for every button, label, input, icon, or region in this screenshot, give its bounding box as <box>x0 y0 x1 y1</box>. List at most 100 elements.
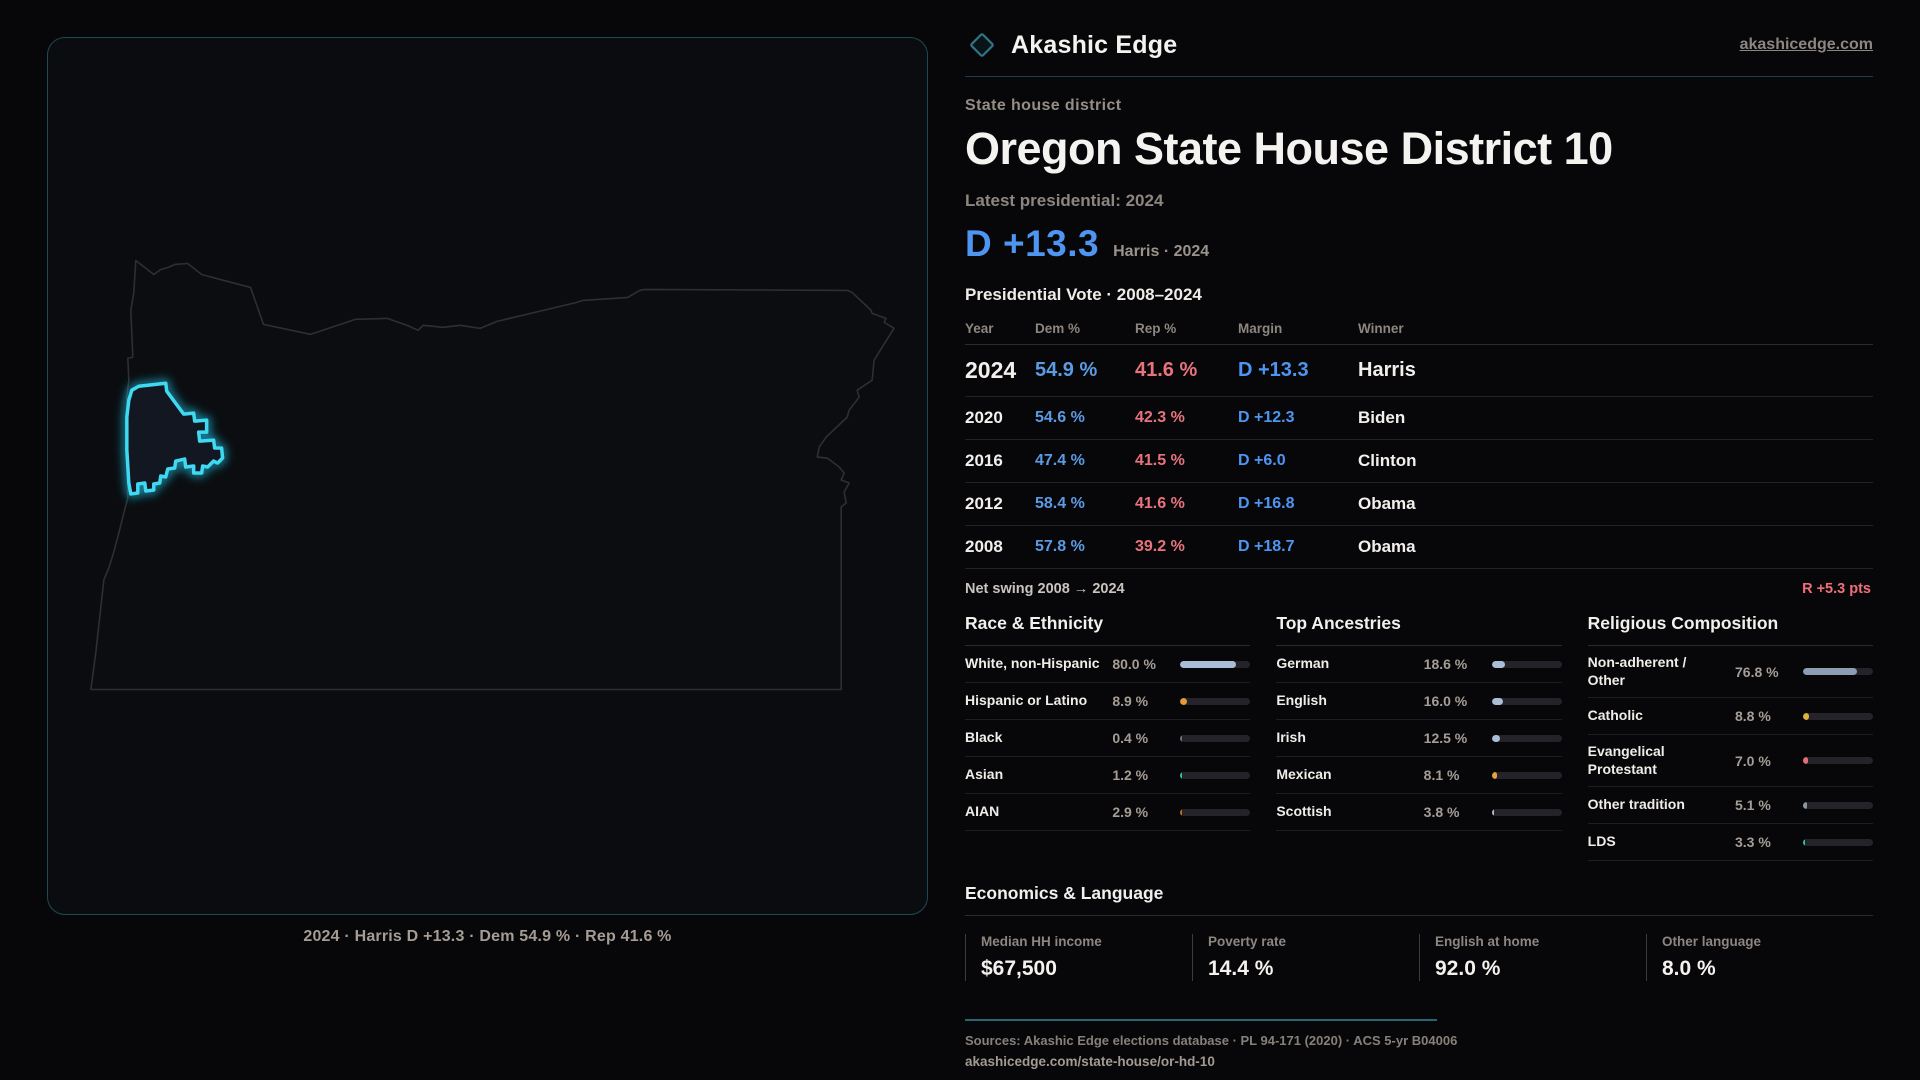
demo-label: Hispanic or Latino <box>965 692 1088 709</box>
cell-dem: 58.4 % <box>1035 495 1085 512</box>
district-10-shape[interactable] <box>125 381 225 496</box>
demo-bar <box>1803 801 1873 809</box>
stat-tile: Other language 8.0 % <box>1646 934 1873 981</box>
demographics-section: Race & Ethnicity White, non-Hispanic 80.… <box>965 613 1873 861</box>
demo-label: AIAN <box>965 803 1000 820</box>
stat-value: 8.0 % <box>1662 957 1716 980</box>
stat-label: English at home <box>1435 934 1540 949</box>
demo-bar <box>1180 808 1251 816</box>
header: Akashic Edge akashicedge.com <box>965 28 1873 77</box>
oregon-state-outline <box>90 259 895 691</box>
footer: Sources: Akashic Edge elections database… <box>965 1019 1873 1071</box>
net-swing-value: R +5.3 pts <box>1802 581 1871 597</box>
list-item: Evangelical Protestant 7.0 % <box>1587 735 1873 787</box>
cell-winner: Obama <box>1358 494 1416 513</box>
election-table-header: Year Dem % Rep % Margin Winner <box>965 315 1873 345</box>
election-table-title: Presidential Vote · 2008–2024 <box>965 285 1202 304</box>
map-caption: 2024 · Harris D +13.3 · Dem 54.9 % · Rep… <box>303 928 672 945</box>
demo-bar <box>1803 838 1873 846</box>
demo-bar <box>1803 668 1873 675</box>
demo-bar <box>1803 757 1873 764</box>
list-item: Hispanic or Latino 8.9 % <box>965 683 1251 720</box>
table-row: 2016 47.4 % 41.5 % D +6.0 Clinton <box>965 440 1873 483</box>
permalink[interactable]: akashicedge.com/state-house/or-hd-10 <box>965 1054 1215 1069</box>
stat-label: Median HH income <box>981 934 1102 949</box>
cell-rep: 41.5 % <box>1135 452 1185 469</box>
demo-bar <box>1491 697 1562 705</box>
headline-margin-context: Harris · 2024 <box>1113 243 1210 260</box>
demo-value: 0.4 % <box>1112 730 1149 746</box>
brand-site-link[interactable]: akashicedge.com <box>1739 36 1873 53</box>
cell-dem: 54.6 % <box>1035 409 1085 426</box>
cell-year: 2016 <box>965 451 1003 470</box>
cell-margin: D +12.3 <box>1238 409 1295 426</box>
election-table: Year Dem % Rep % Margin Winner 2024 54.9… <box>965 315 1873 569</box>
race-ethnicity-column: Race & Ethnicity White, non-Hispanic 80.… <box>965 613 1251 861</box>
demo-label: White, non-Hispanic <box>965 655 1100 672</box>
demo-label: Evangelical Protestant <box>1587 743 1665 777</box>
net-swing-row: Net swing 2008 → 2024 R +5.3 pts <box>965 569 1873 607</box>
list-item: English 16.0 % <box>1276 683 1562 720</box>
demo-label: LDS <box>1587 833 1616 850</box>
oregon-map <box>90 259 895 691</box>
list-item: Catholic 8.8 % <box>1587 698 1873 735</box>
cell-year: 2012 <box>965 494 1003 513</box>
stat-value: 14.4 % <box>1208 957 1274 980</box>
brand: Akashic Edge <box>965 28 1177 62</box>
list-item: Black 0.4 % <box>965 720 1251 757</box>
demo-label: Asian <box>965 766 1004 783</box>
demo-value: 12.5 % <box>1423 730 1468 746</box>
net-swing-label: Net swing 2008 → 2024 <box>965 581 1125 597</box>
list-item: German 18.6 % <box>1276 646 1562 683</box>
col-header-winner: Winner <box>1358 321 1404 336</box>
demo-value: 2.9 % <box>1112 804 1149 820</box>
district-map-panel <box>47 37 928 915</box>
cell-year: 2024 <box>965 357 1017 383</box>
demo-label: Non-adherent / Other <box>1587 654 1687 688</box>
demo-value: 8.9 % <box>1112 693 1149 709</box>
demo-bar <box>1491 734 1562 742</box>
ancestries-column: Top Ancestries German 18.6 % English 16.… <box>1276 613 1562 861</box>
sources-text: Sources: Akashic Edge elections database… <box>965 1033 1458 1048</box>
stat-tile: English at home 92.0 % <box>1419 934 1646 981</box>
demo-value: 1.2 % <box>1112 767 1149 783</box>
stat-label: Poverty rate <box>1208 934 1287 949</box>
latest-presidential-label: Latest presidential: 2024 <box>965 191 1164 210</box>
demo-bar <box>1803 712 1873 720</box>
cell-margin: D +18.7 <box>1238 538 1295 555</box>
cell-winner: Obama <box>1358 537 1416 556</box>
demo-label: English <box>1276 692 1327 709</box>
cell-dem: 57.8 % <box>1035 538 1085 555</box>
col-header-margin: Margin <box>1238 321 1283 336</box>
footer-divider <box>965 1019 1437 1021</box>
page-title: Oregon State House District 10 <box>965 123 1613 174</box>
demo-bar <box>1491 808 1562 816</box>
demo-value: 8.8 % <box>1735 708 1771 724</box>
cell-winner: Biden <box>1358 408 1406 427</box>
demo-value: 18.6 % <box>1423 656 1468 672</box>
cell-margin: D +16.8 <box>1238 495 1295 512</box>
stat-label: Other language <box>1662 934 1762 949</box>
cell-year: 2008 <box>965 537 1003 556</box>
list-item: AIAN 2.9 % <box>965 794 1251 831</box>
demo-value: 76.8 % <box>1735 663 1779 680</box>
cell-winner: Harris <box>1358 359 1416 381</box>
brand-diamond-icon <box>970 33 994 57</box>
stat-value: 92.0 % <box>1435 957 1501 980</box>
demo-value: 5.1 % <box>1735 797 1771 813</box>
demo-bar <box>1180 734 1251 742</box>
table-row: 2012 58.4 % 41.6 % D +16.8 Obama <box>965 483 1873 526</box>
demo-bar <box>1180 660 1251 668</box>
demo-label: Other tradition <box>1587 796 1685 813</box>
demo-value: 7.0 % <box>1735 752 1771 769</box>
ancestries-title: Top Ancestries <box>1276 613 1562 646</box>
demo-label: Catholic <box>1587 707 1643 724</box>
cell-dem: 47.4 % <box>1035 452 1085 469</box>
headline-margin-row: D +13.3 Harris · 2024 <box>965 223 1873 265</box>
cell-margin: D +6.0 <box>1238 452 1286 469</box>
brand-name: Akashic Edge <box>1011 30 1178 59</box>
race-ethnicity-title: Race & Ethnicity <box>965 613 1251 646</box>
demo-value: 3.3 % <box>1735 834 1771 850</box>
col-header-year: Year <box>965 321 994 336</box>
